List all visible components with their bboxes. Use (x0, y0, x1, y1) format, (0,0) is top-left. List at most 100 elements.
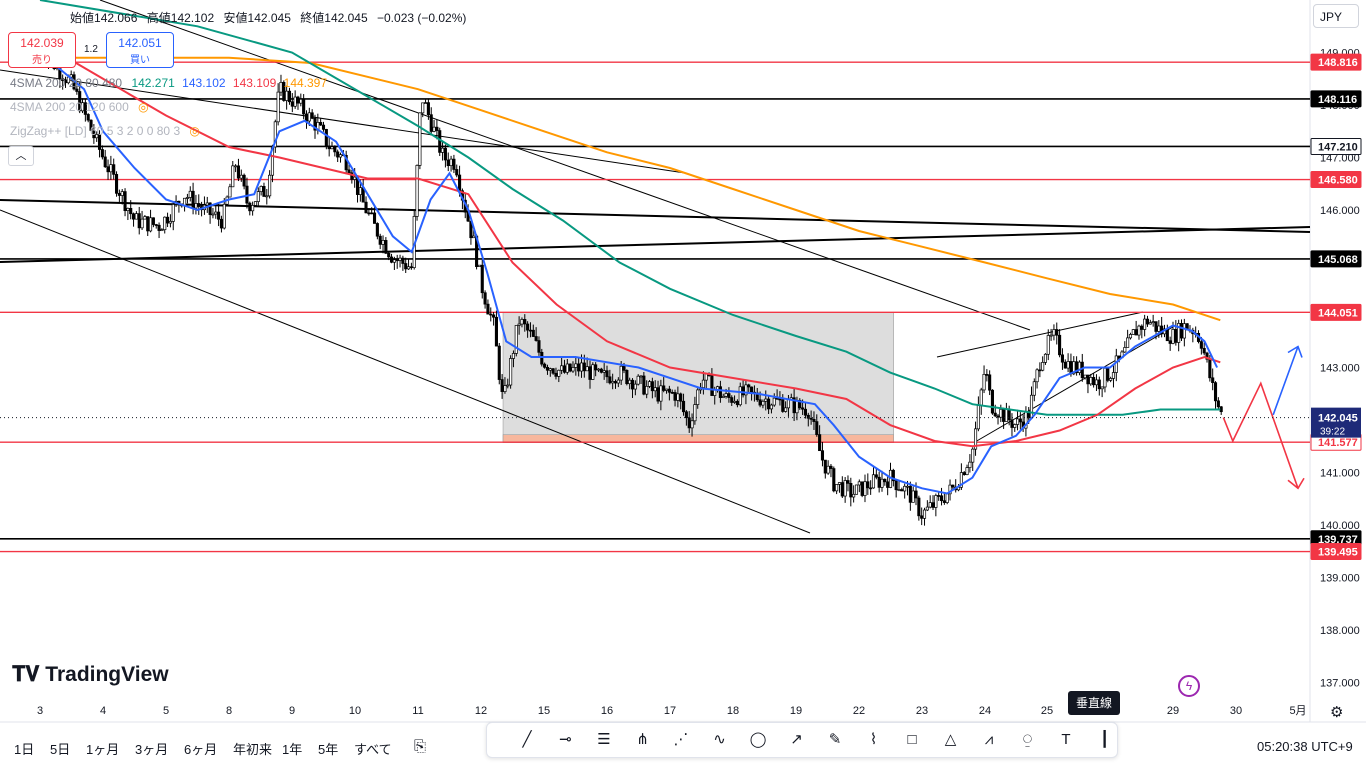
vertical-line-icon[interactable]: ┃ (1099, 731, 1110, 748)
candle-body (812, 419, 816, 422)
rectangle-icon[interactable]: □ (907, 731, 917, 748)
forecast-blue-arrowhead (1287, 345, 1303, 358)
candle-body (679, 393, 683, 402)
parallel-channel-icon[interactable]: ☰ (597, 731, 611, 748)
candle-body (364, 201, 368, 214)
text-icon[interactable]: T (1061, 731, 1071, 748)
candle-body (236, 165, 241, 179)
candle-body (514, 325, 518, 354)
timeframe-1[interactable]: 5日 (50, 742, 71, 757)
arrow-icon[interactable]: ↗ (790, 731, 803, 748)
horizontal-ray-icon[interactable]: ⊸ (559, 731, 572, 748)
candle-body (673, 392, 677, 401)
x-tick-label: 8 (226, 705, 232, 717)
candle-body (375, 223, 379, 237)
hidden-eye-icon[interactable]: ◎ (189, 124, 200, 138)
candle-body (234, 165, 238, 168)
candle-body (276, 91, 280, 123)
buy-button[interactable]: 142.051 買い (106, 32, 174, 68)
candle-body (378, 235, 382, 245)
candle-body (543, 363, 547, 368)
candle-body (211, 213, 215, 216)
candle-body (97, 134, 102, 150)
candle-body (667, 388, 671, 393)
candle-body (1055, 329, 1059, 336)
candle-body (784, 407, 788, 412)
timeframe-2[interactable]: 1ヶ月 (86, 742, 120, 757)
settings-gear-icon[interactable]: ⚙ (1330, 704, 1344, 721)
timeframe-0[interactable]: 1日 (14, 742, 35, 757)
date-range-icon[interactable]: ⎘ (413, 738, 426, 755)
candle-body (769, 404, 773, 410)
candle-body (577, 363, 581, 372)
ellipse-icon[interactable]: ◯ (749, 731, 767, 748)
brush-icon[interactable]: ✎ (828, 731, 842, 748)
candle-body (1208, 358, 1212, 379)
candle-body (129, 208, 133, 215)
timeframe-8[interactable]: すべて (354, 742, 392, 757)
candle-body (441, 147, 445, 153)
candle-body (520, 319, 524, 325)
y-tick-label: 139.000 (1320, 573, 1360, 585)
candle-body (1171, 329, 1175, 344)
path-icon[interactable]: ⩘ (984, 731, 994, 748)
candle-body (874, 474, 878, 478)
polyline-icon[interactable]: ⍜ (1022, 731, 1032, 748)
candle-body (846, 480, 850, 484)
highlighter-icon[interactable]: ⌇ (869, 731, 878, 748)
candle-body (562, 365, 567, 373)
candle-body (78, 91, 82, 112)
candle-body (523, 319, 527, 325)
candle-body (290, 101, 294, 107)
candle-body (605, 370, 609, 378)
candle-body (1168, 340, 1172, 344)
candle-body (656, 387, 660, 402)
indicator-sma1-name: 4SMA 200 20 80 480 (10, 76, 123, 90)
currency-button[interactable]: JPY (1313, 4, 1359, 28)
candle-body (1151, 321, 1155, 323)
timeframe-4[interactable]: 6ヶ月 (184, 742, 218, 757)
sma200-value: 142.271 (131, 76, 175, 90)
indicator-zigzag[interactable]: ZigZag++ [LD] 60 5 3 2 0 0 80 3 ◎ (10, 124, 200, 138)
candle-body (389, 256, 394, 263)
x-tick-label: 25 (1041, 705, 1053, 717)
triangle-icon[interactable]: △ (944, 731, 957, 748)
range-box-1 (502, 434, 894, 443)
sell-button[interactable]: 142.039 売り (8, 32, 76, 68)
candle-body (1154, 321, 1158, 332)
lightning-icon[interactable]: ϟ (1178, 675, 1200, 697)
candle-body (803, 408, 808, 416)
candle-body (877, 476, 881, 488)
candle-body (259, 186, 263, 192)
candle-body (327, 145, 331, 150)
trend-line-icon[interactable]: ╱ (522, 731, 532, 748)
candle-body (659, 385, 663, 402)
candle-body (917, 497, 921, 517)
candle-body (1103, 367, 1107, 388)
collapse-legend-button[interactable]: ︿ (8, 146, 34, 166)
timeframe-6[interactable]: 1年 (282, 742, 303, 757)
candle-body (832, 468, 836, 492)
curve-icon[interactable]: ∿ (713, 731, 726, 748)
pitchfork-icon[interactable]: ⋔ (636, 731, 649, 748)
candle-body (1174, 329, 1178, 343)
candle-body (302, 98, 306, 115)
change-value: −0.023 (−0.02%) (377, 11, 467, 25)
candle-body (837, 482, 842, 485)
currency-label: JPY (1320, 10, 1343, 24)
candle-body (1004, 408, 1008, 422)
timeframe-5[interactable]: 年初来 (233, 742, 273, 757)
timeframe-3[interactable]: 3ヶ月 (135, 742, 169, 757)
candle-body (324, 129, 328, 147)
candle-body (330, 146, 334, 150)
hidden-eye-icon[interactable]: ◎ (138, 100, 149, 114)
candle-body (1205, 352, 1209, 360)
indicator-sma1[interactable]: 4SMA 200 20 80 480 142.271 143.102 143.1… (10, 76, 327, 90)
candle-body (1177, 323, 1181, 343)
candle-body (1041, 362, 1045, 371)
fib-retracement-icon[interactable]: ⋰ (673, 731, 689, 748)
timeframe-7[interactable]: 5年 (318, 742, 339, 757)
indicator-sma2[interactable]: 4SMA 200 20 120 600 ◎ (10, 100, 149, 114)
candle-body (455, 169, 459, 176)
